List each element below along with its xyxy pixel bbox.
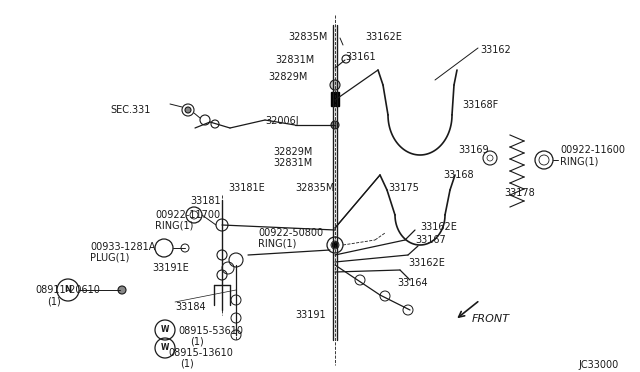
Text: 08915-53610: 08915-53610 xyxy=(178,326,243,336)
Text: 33168F: 33168F xyxy=(462,100,499,110)
Text: 32006J: 32006J xyxy=(265,116,299,126)
Text: FRONT: FRONT xyxy=(472,314,510,324)
Text: (1): (1) xyxy=(180,359,194,369)
Text: 33162: 33162 xyxy=(480,45,511,55)
Text: 08911-20610: 08911-20610 xyxy=(35,285,100,295)
Circle shape xyxy=(330,80,340,90)
Text: 33191: 33191 xyxy=(295,310,326,320)
Text: 33162E: 33162E xyxy=(420,222,457,232)
Text: 33162E: 33162E xyxy=(365,32,402,42)
Circle shape xyxy=(118,286,126,294)
Text: W: W xyxy=(161,326,169,334)
Text: 33161: 33161 xyxy=(345,52,376,62)
Text: 32829M: 32829M xyxy=(273,147,313,157)
Text: 00922-50800: 00922-50800 xyxy=(258,228,323,238)
Text: 33175: 33175 xyxy=(388,183,419,193)
Text: 00922-11600: 00922-11600 xyxy=(560,145,625,155)
Text: 33184: 33184 xyxy=(175,302,205,312)
Text: PLUG(1): PLUG(1) xyxy=(90,253,129,263)
Text: 32831M: 32831M xyxy=(273,158,312,168)
Text: 33167: 33167 xyxy=(415,235,445,245)
Text: W: W xyxy=(161,343,169,353)
Text: 32829M: 32829M xyxy=(268,72,308,82)
Text: 33181E: 33181E xyxy=(228,183,265,193)
Text: 33178: 33178 xyxy=(504,188,535,198)
Circle shape xyxy=(185,107,191,113)
Circle shape xyxy=(332,242,338,248)
Text: 33169: 33169 xyxy=(458,145,488,155)
Text: (1): (1) xyxy=(47,297,61,307)
Text: 33168: 33168 xyxy=(443,170,474,180)
Text: 08915-13610: 08915-13610 xyxy=(168,348,233,358)
Text: 00922-11700: 00922-11700 xyxy=(155,210,220,220)
Text: 33164: 33164 xyxy=(397,278,428,288)
Text: JC33000: JC33000 xyxy=(578,360,618,370)
Text: 32835M: 32835M xyxy=(295,183,334,193)
Text: RING(1): RING(1) xyxy=(155,221,193,231)
Text: 32831M: 32831M xyxy=(275,55,315,65)
Text: 33191E: 33191E xyxy=(152,263,189,273)
Bar xyxy=(331,92,339,106)
Text: SEC.331: SEC.331 xyxy=(110,105,150,115)
Text: N: N xyxy=(65,285,72,295)
Text: 33181: 33181 xyxy=(190,196,221,206)
Circle shape xyxy=(332,97,338,103)
Text: RING(1): RING(1) xyxy=(560,156,598,166)
Text: (1): (1) xyxy=(190,337,204,347)
Text: 32835M: 32835M xyxy=(288,32,328,42)
Text: 00933-1281A: 00933-1281A xyxy=(90,242,156,252)
Text: RING(1): RING(1) xyxy=(258,239,296,249)
Circle shape xyxy=(331,121,339,129)
Text: 33162E: 33162E xyxy=(408,258,445,268)
